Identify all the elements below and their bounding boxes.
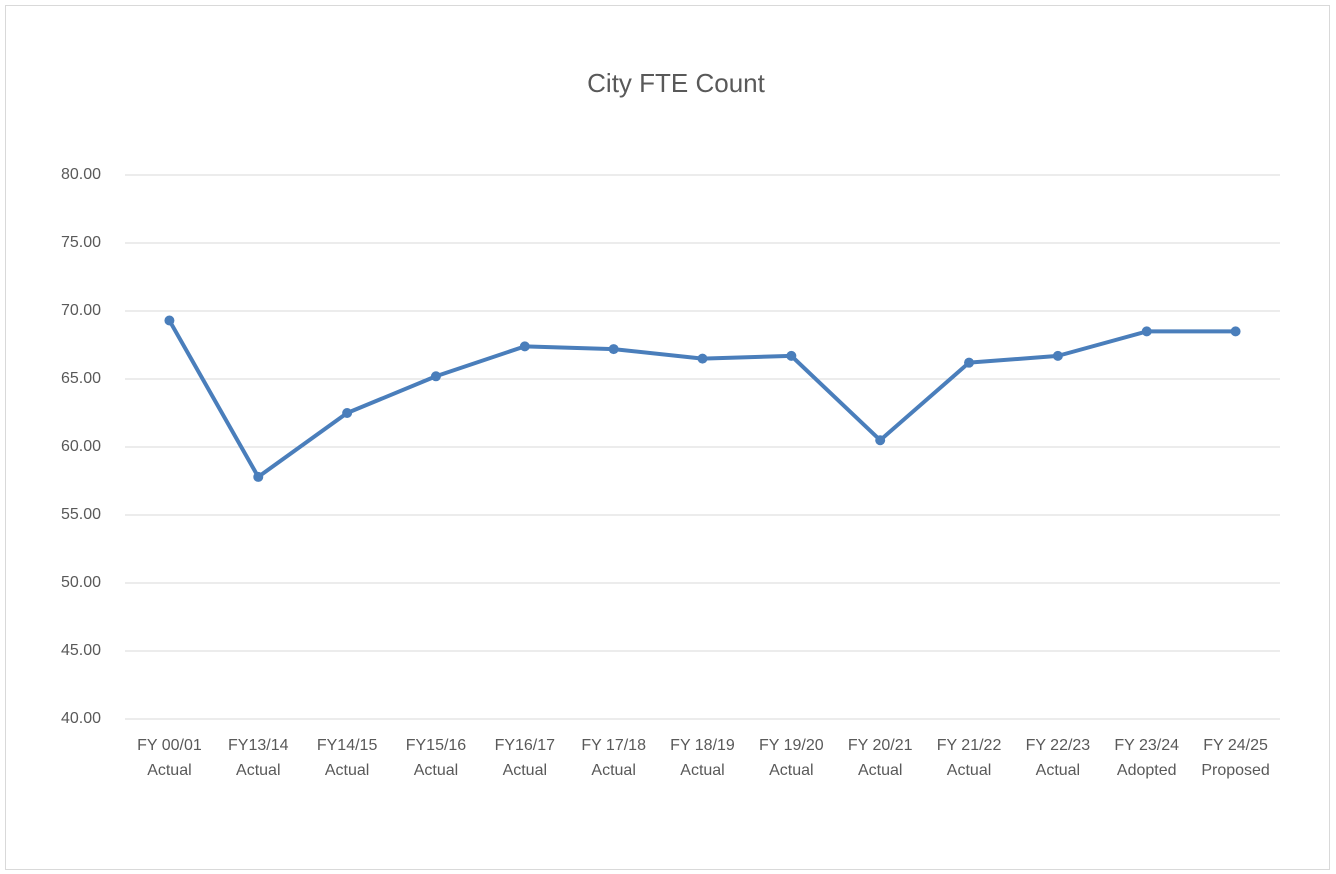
x-tick-label: FY 21/22 <box>937 737 1002 754</box>
data-point <box>608 344 619 355</box>
x-tick-label: FY 24/25 <box>1203 737 1268 754</box>
y-tick-label: 65.00 <box>61 370 101 387</box>
x-tick-label: Actual <box>591 762 635 779</box>
x-tick-label: Actual <box>769 762 813 779</box>
x-tick-label: FY 00/01 <box>137 737 202 754</box>
data-point <box>519 341 530 352</box>
chart-border <box>5 5 1330 870</box>
chart-title: City FTE Count <box>587 68 765 98</box>
x-tick-label: Actual <box>858 762 902 779</box>
x-tick-label: Actual <box>1036 762 1080 779</box>
y-tick-label: 45.00 <box>61 642 101 659</box>
x-tick-label: Actual <box>680 762 724 779</box>
data-point <box>342 408 353 418</box>
x-tick-label: Actual <box>236 762 280 779</box>
y-tick-label: 50.00 <box>61 574 101 591</box>
y-tick-label: 55.00 <box>61 506 101 523</box>
y-tick-label: 60.00 <box>61 438 101 455</box>
y-tick-label: 80.00 <box>61 166 101 183</box>
x-tick-label: Actual <box>414 762 458 779</box>
y-tick-label: 70.00 <box>61 302 101 319</box>
data-point <box>1052 350 1063 361</box>
x-tick-label: FY15/16 <box>406 737 467 754</box>
x-tick-label: Actual <box>947 762 991 779</box>
x-tick-label: Actual <box>325 762 369 779</box>
x-tick-label: FY 18/19 <box>670 737 735 754</box>
data-point <box>786 350 797 361</box>
data-point <box>964 357 975 368</box>
data-point <box>875 435 886 446</box>
y-tick-label: 40.00 <box>61 710 101 727</box>
data-point <box>253 471 264 482</box>
x-tick-label: FY16/17 <box>495 737 556 754</box>
x-tick-label: FY 20/21 <box>848 737 913 754</box>
data-point <box>430 371 441 382</box>
x-tick-label: FY 19/20 <box>759 737 824 754</box>
data-point <box>1141 326 1152 337</box>
x-tick-label: Adopted <box>1117 762 1177 779</box>
y-tick-label: 75.00 <box>61 234 101 251</box>
x-tick-label: FY13/14 <box>228 737 289 754</box>
x-tick-label: Proposed <box>1201 762 1270 779</box>
data-point <box>164 315 175 326</box>
data-point <box>697 353 708 364</box>
x-tick-label: FY14/15 <box>317 737 378 754</box>
x-tick-label: Actual <box>147 762 191 779</box>
data-point <box>1230 326 1241 337</box>
x-tick-label: FY 22/23 <box>1026 737 1091 754</box>
x-tick-label: Actual <box>503 762 547 779</box>
x-tick-label: FY 23/24 <box>1114 737 1179 754</box>
x-tick-label: FY 17/18 <box>581 737 646 754</box>
